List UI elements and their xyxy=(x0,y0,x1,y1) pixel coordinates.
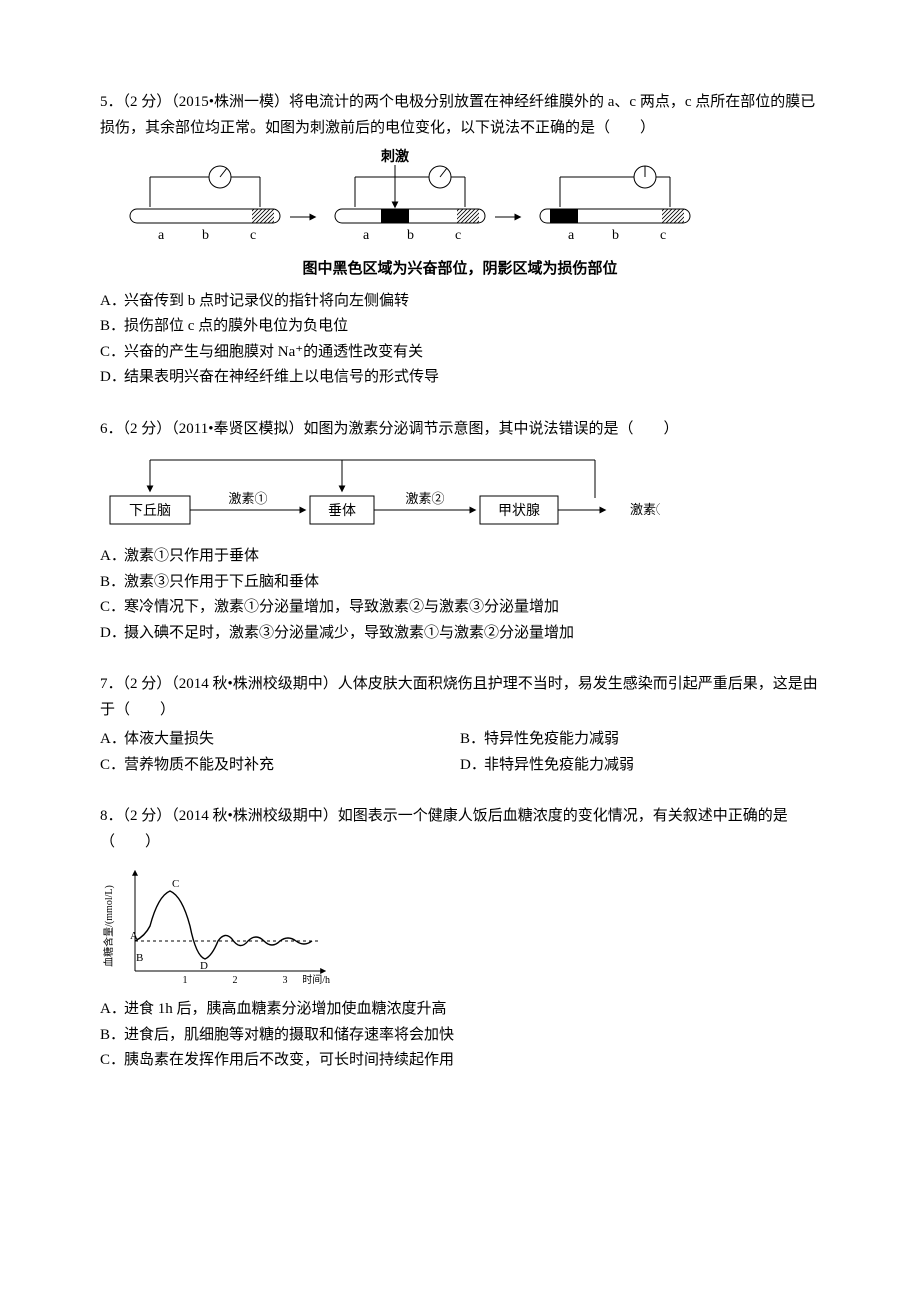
svg-text:c: c xyxy=(660,228,666,243)
svg-text:b: b xyxy=(202,228,209,243)
svg-text:2: 2 xyxy=(233,975,238,986)
svg-text:刺激: 刺激 xyxy=(381,148,409,165)
svg-text:A: A xyxy=(130,930,138,942)
q7-row-2: C．营养物质不能及时补充 D．非特异性免疫能力减弱 xyxy=(100,753,820,779)
svg-text:1: 1 xyxy=(183,975,188,986)
svg-text:a: a xyxy=(158,228,165,243)
svg-text:c: c xyxy=(250,228,256,243)
q6-option-d: D．摄入碘不足时，激素③分泌量减少，导致激素①与激素②分泌量增加 xyxy=(100,621,820,647)
svg-text:下丘脑: 下丘脑 xyxy=(129,503,171,519)
q6-option-b: B．激素③只作用于下丘脑和垂体 xyxy=(100,570,820,596)
svg-text:a: a xyxy=(568,228,575,243)
svg-text:a: a xyxy=(363,228,370,243)
question-8: 8．（2 分）（2014 秋•株洲校级期中）如图表示一个健康人饭后血糖浓度的变化… xyxy=(100,804,820,1074)
q8-figure: 血糖含量/(mmol/L) 时间/h 1 2 3 A B C D xyxy=(100,861,820,991)
svg-text:3: 3 xyxy=(283,975,288,986)
svg-text:时间/h: 时间/h xyxy=(302,973,330,986)
svg-text:激素③: 激素③ xyxy=(630,502,660,517)
svg-text:c: c xyxy=(455,228,461,243)
svg-text:血糖含量/(mmol/L): 血糖含量/(mmol/L) xyxy=(102,885,115,967)
question-7: 7．（2 分）（2014 秋•株洲校级期中）人体皮肤大面积烧伤且护理不当时，易发… xyxy=(100,672,820,778)
q7-row-1: A．体液大量损失 B．特异性免疫能力减弱 xyxy=(100,727,820,753)
q8-option-a: A．进食 1h 后，胰高血糖素分泌增加使血糖浓度升高 xyxy=(100,997,820,1023)
q8-option-b: B．进食后，肌细胞等对糖的摄取和储存速率将会加快 xyxy=(100,1023,820,1049)
q5-option-b: B．损伤部位 c 点的膜外电位为负电位 xyxy=(100,314,820,340)
svg-text:甲状腺: 甲状腺 xyxy=(498,503,540,519)
q5-option-a: A．兴奋传到 b 点时记录仪的指针将向左侧偏转 xyxy=(100,289,820,315)
q7-stem: 7．（2 分）（2014 秋•株洲校级期中）人体皮肤大面积烧伤且护理不当时，易发… xyxy=(100,672,820,723)
svg-text:B: B xyxy=(136,952,143,964)
question-6: 6．（2 分）（2011•奉贤区模拟）如图为激素分泌调节示意图，其中说法错误的是… xyxy=(100,417,820,647)
q6-figure: 下丘脑 垂体 甲状腺 激素① 激素② 激素③ xyxy=(100,448,820,538)
svg-text:激素②: 激素② xyxy=(405,491,444,506)
svg-text:垂体: 垂体 xyxy=(328,503,356,519)
svg-text:b: b xyxy=(407,228,414,243)
q5-stem: 5．（2 分）（2015•株洲一模）将电流计的两个电极分别放置在神经纤维膜外的 … xyxy=(100,90,820,141)
q6-option-c: C．寒冷情况下，激素①分泌量增加，导致激素②与激素③分泌量增加 xyxy=(100,595,820,621)
svg-text:激素①: 激素① xyxy=(228,491,267,506)
svg-text:C: C xyxy=(172,878,179,890)
q5-option-d: D．结果表明兴奋在神经纤维上以电信号的形式传导 xyxy=(100,365,820,391)
q5-option-c: C．兴奋的产生与细胞膜对 Na⁺的通透性改变有关 xyxy=(100,340,820,366)
q8-stem: 8．（2 分）（2014 秋•株洲校级期中）如图表示一个健康人饭后血糖浓度的变化… xyxy=(100,804,820,855)
q6-stem: 6．（2 分）（2011•奉贤区模拟）如图为激素分泌调节示意图，其中说法错误的是… xyxy=(100,417,820,443)
question-5: 5．（2 分）（2015•株洲一模）将电流计的两个电极分别放置在神经纤维膜外的 … xyxy=(100,90,820,391)
q8-option-c: C．胰岛素在发挥作用后不改变，可长时间持续起作用 xyxy=(100,1048,820,1074)
q6-option-a: A．激素①只作用于垂体 xyxy=(100,544,820,570)
svg-text:D: D xyxy=(200,960,208,972)
q5-figure: a b c 刺激 a b c xyxy=(100,147,820,283)
svg-text:b: b xyxy=(612,228,619,243)
q5-figcaption: 图中黑色区域为兴奋部位，阴影区域为损伤部位 xyxy=(100,257,820,283)
